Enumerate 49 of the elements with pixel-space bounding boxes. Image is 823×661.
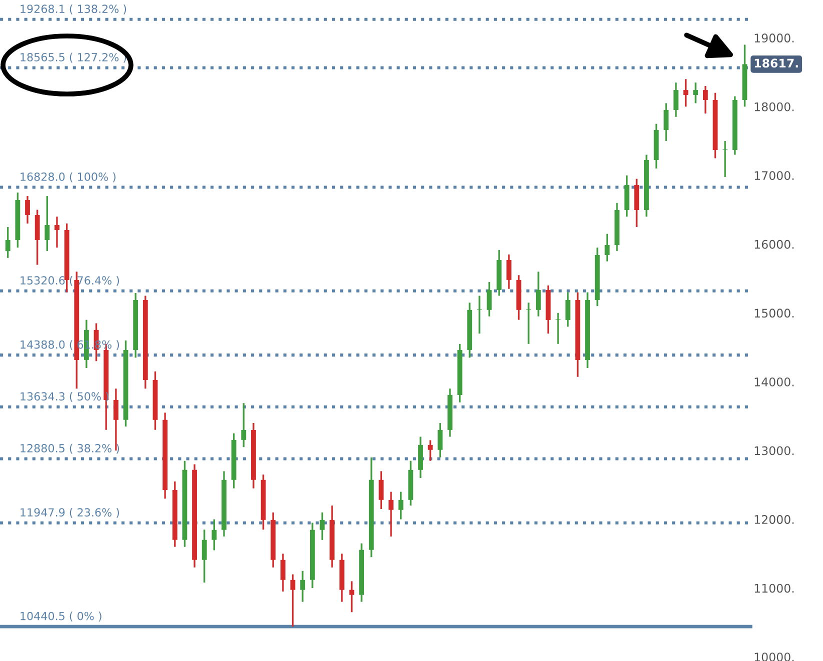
ref-line-label: 15320.6 ( 76.4% ) <box>20 276 119 286</box>
y-tick-label: 14000. <box>754 377 794 386</box>
candlestick <box>438 422 443 458</box>
candlestick <box>486 281 492 318</box>
candlestick <box>5 226 10 259</box>
ref-line-label: 10440.5 ( 0% ) <box>20 612 102 622</box>
y-tick-label: 17000. <box>754 171 794 180</box>
candlestick <box>320 512 325 541</box>
candlestick <box>556 312 561 345</box>
candlestick <box>378 470 384 510</box>
text: 18617. <box>754 58 798 68</box>
y-tick-label: 19000. <box>754 34 794 42</box>
candlestick <box>290 574 296 628</box>
candlestick <box>241 402 246 448</box>
candlestick <box>526 302 532 345</box>
candlestick <box>673 82 678 118</box>
y-tick-label: 11000. <box>754 584 794 593</box>
candlestick <box>565 291 570 328</box>
candlestick <box>506 254 512 290</box>
y-tick-label: 13000. <box>754 446 794 456</box>
candlestick <box>388 490 394 538</box>
candlestick <box>54 216 60 248</box>
candlestick <box>536 270 541 318</box>
candlestick <box>300 570 306 603</box>
ref-line-label: 12880.5 ( 38.2% ) <box>20 444 119 454</box>
candlestick <box>664 102 669 142</box>
candlestick <box>202 528 207 584</box>
candlestick <box>44 195 50 252</box>
candlestick <box>476 294 482 334</box>
ref-line-label: 16828.0 ( 100% ) <box>20 172 116 182</box>
y-tick-label: 16000. <box>754 240 794 249</box>
candlestick <box>113 388 118 452</box>
ref-line-label: 13634.3 ( 50% ) <box>20 392 108 402</box>
candlestick <box>212 518 217 552</box>
candlestick <box>722 140 728 178</box>
candlestick <box>428 439 433 462</box>
candlestick <box>683 78 688 108</box>
ref-line-label: 19268.1 ( 138.2% ) <box>20 4 126 14</box>
candlestick <box>604 233 610 262</box>
candlestick <box>693 82 698 104</box>
ref-line-label: 11947.9 ( 23.6% ) <box>20 508 119 518</box>
candlestick <box>398 490 404 520</box>
candlestick <box>349 580 354 613</box>
candlestick <box>280 552 286 592</box>
candlestick <box>25 195 30 224</box>
y-tick-label: 12000. <box>754 515 794 524</box>
y-tick-label: 18000. <box>754 102 794 112</box>
y-tick-label: 15000. <box>754 308 794 318</box>
candlestick <box>702 85 708 114</box>
